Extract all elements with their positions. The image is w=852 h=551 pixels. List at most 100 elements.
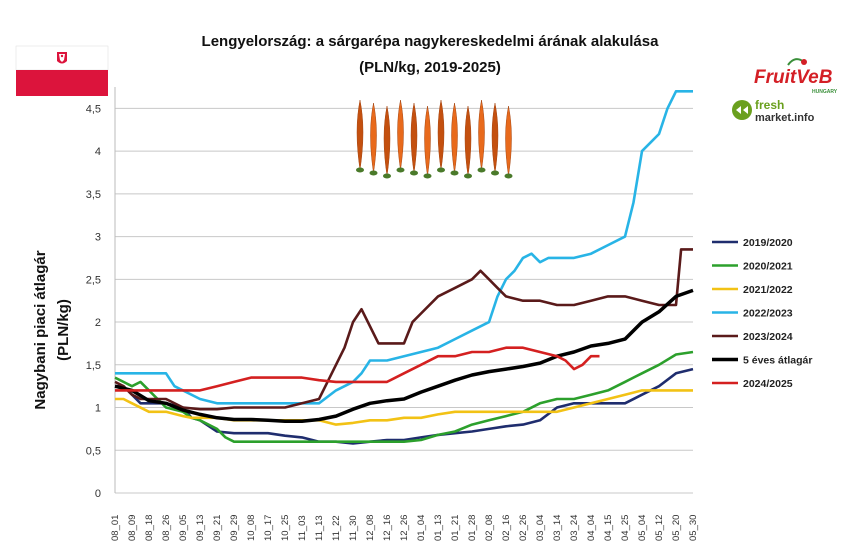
fruitveb-logo: FruitVeB HUNGARY bbox=[754, 58, 838, 95]
x-tick-label: 09_29 bbox=[229, 515, 240, 541]
x-tick-label: 02_26 bbox=[518, 515, 529, 541]
legend-label: 2020/2021 bbox=[743, 261, 793, 273]
x-tick-label: 04_04 bbox=[586, 515, 597, 541]
legend-label: 2021/2022 bbox=[743, 284, 793, 296]
x-tick-label: 05_20 bbox=[671, 515, 682, 541]
freshmarket-logo-text1: fresh bbox=[755, 98, 784, 112]
carrot bbox=[505, 105, 512, 177]
x-tick-label: 01_13 bbox=[433, 515, 444, 541]
y-tick-label: 1 bbox=[95, 403, 101, 415]
carrot bbox=[437, 99, 445, 171]
carrot-top bbox=[504, 173, 513, 179]
carrot-top bbox=[464, 173, 472, 179]
x-tick-label: 02_08 bbox=[484, 515, 495, 541]
carrot-top bbox=[383, 173, 391, 179]
x-tick-label: 01_28 bbox=[467, 515, 478, 541]
carrot bbox=[370, 102, 377, 174]
legend: 2019/2020 2020/2021 2021/2022 2022/2023 2023… bbox=[712, 237, 812, 390]
series-line bbox=[115, 346, 600, 392]
carrot bbox=[451, 102, 458, 174]
x-tick-label: 05_12 bbox=[654, 515, 665, 541]
legend-label: 2024/2025 bbox=[743, 378, 793, 390]
carrot bbox=[478, 99, 485, 171]
series-line bbox=[115, 90, 693, 405]
series-line bbox=[115, 389, 693, 426]
x-tick-label: 03_04 bbox=[535, 515, 546, 541]
y-axis-label: Nagybani piaci átlagár bbox=[32, 250, 49, 409]
x-tick-label: 11_03 bbox=[297, 515, 308, 541]
carrot-top bbox=[437, 167, 445, 173]
chart-subtitle: (PLN/kg, 2019-2025) bbox=[359, 59, 501, 76]
x-tick-label: 12_16 bbox=[382, 515, 393, 541]
x-tick-label: 04_25 bbox=[620, 515, 631, 541]
x-tick-label: 11_13 bbox=[314, 515, 325, 541]
y-axis-unit-label: (PLN/kg) bbox=[55, 299, 72, 361]
x-tick-label: 11_22 bbox=[331, 515, 342, 541]
x-tick-label: 09_05 bbox=[178, 515, 189, 541]
x-tick-label: 05_04 bbox=[637, 515, 648, 541]
legend-label: 5 éves átlagár bbox=[743, 355, 812, 367]
x-tick-label: 01_04 bbox=[416, 515, 427, 541]
legend-label: 2023/2024 bbox=[743, 331, 793, 343]
x-tick-label: 08_09 bbox=[127, 515, 138, 541]
x-tick-label: 10_17 bbox=[263, 515, 274, 541]
y-tick-label: 0 bbox=[95, 488, 101, 500]
carrot-top bbox=[477, 167, 486, 173]
x-tick-label: 01_21 bbox=[450, 515, 461, 541]
x-tick-label: 10_25 bbox=[280, 515, 291, 541]
carrot bbox=[356, 99, 364, 171]
freshmarket-logo: fresh market.info bbox=[732, 98, 815, 124]
y-tick-label: 4 bbox=[95, 146, 101, 158]
carrot-image bbox=[356, 99, 513, 179]
legend-label: 2019/2020 bbox=[743, 237, 793, 249]
x-tick-label: 08_01 bbox=[110, 515, 121, 541]
y-tick-label: 2 bbox=[95, 317, 101, 329]
fruitveb-logo-subtext: HUNGARY bbox=[812, 89, 838, 95]
x-tick-label: 12_08 bbox=[365, 515, 376, 541]
series-line bbox=[114, 288, 694, 423]
series-line bbox=[114, 248, 693, 411]
carrot-top bbox=[410, 170, 418, 176]
carrot bbox=[464, 105, 472, 177]
x-tick-label: 04_15 bbox=[603, 515, 614, 541]
carrot-top bbox=[423, 173, 432, 179]
carrot-top bbox=[369, 170, 378, 176]
carrot-top bbox=[450, 170, 459, 176]
grid-layer bbox=[114, 87, 693, 494]
series-line bbox=[114, 350, 694, 444]
carrot bbox=[410, 102, 418, 174]
carrot bbox=[491, 102, 499, 174]
carrot-top bbox=[396, 167, 405, 173]
chart-title: Lengyelország: a sárgarépa nagykereskede… bbox=[202, 33, 660, 50]
x-tick-label: 08_18 bbox=[144, 515, 155, 541]
carrot bbox=[424, 105, 431, 177]
y-tick-label: 1,5 bbox=[86, 360, 101, 372]
x-tick-label: 02_16 bbox=[501, 515, 512, 541]
freshmarket-logo-text2: market.info bbox=[755, 112, 815, 124]
x-tick-label: 09_21 bbox=[212, 515, 223, 541]
x-tick-label: 09_13 bbox=[195, 515, 206, 541]
y-tick-label: 3 bbox=[95, 232, 101, 244]
legend-label: 2022/2023 bbox=[743, 308, 793, 320]
carrot-top bbox=[356, 167, 364, 173]
series-layer bbox=[114, 90, 694, 445]
series-line bbox=[115, 367, 694, 445]
fruitveb-logo-text: FruitVeB bbox=[754, 67, 833, 88]
carrot bbox=[397, 99, 404, 171]
y-tick-label: 0,5 bbox=[86, 445, 101, 457]
carrot bbox=[383, 105, 391, 177]
poland-flag-icon bbox=[15, 45, 109, 96]
x-tick-label: 08_26 bbox=[161, 515, 172, 541]
y-tick-label: 3,5 bbox=[86, 189, 101, 201]
x-tick-label: 03_24 bbox=[569, 515, 580, 541]
carrot-top bbox=[491, 170, 499, 176]
x-tick-label: 10_08 bbox=[246, 515, 257, 541]
x-tick-label: 03_14 bbox=[552, 515, 563, 541]
x-tick-label: 12_26 bbox=[399, 515, 410, 541]
x-tick-labels: 08_01 08_09 08_18 08_26 09_05 09_13 09_21 09_29… bbox=[110, 515, 699, 541]
y-tick-labels: 0 0,5 1 1,5 2 2,5 3 3,5 4 4,5 bbox=[86, 103, 101, 500]
y-tick-label: 4,5 bbox=[86, 103, 101, 115]
y-tick-label: 2,5 bbox=[86, 274, 101, 286]
x-tick-label: 05_30 bbox=[688, 515, 699, 541]
